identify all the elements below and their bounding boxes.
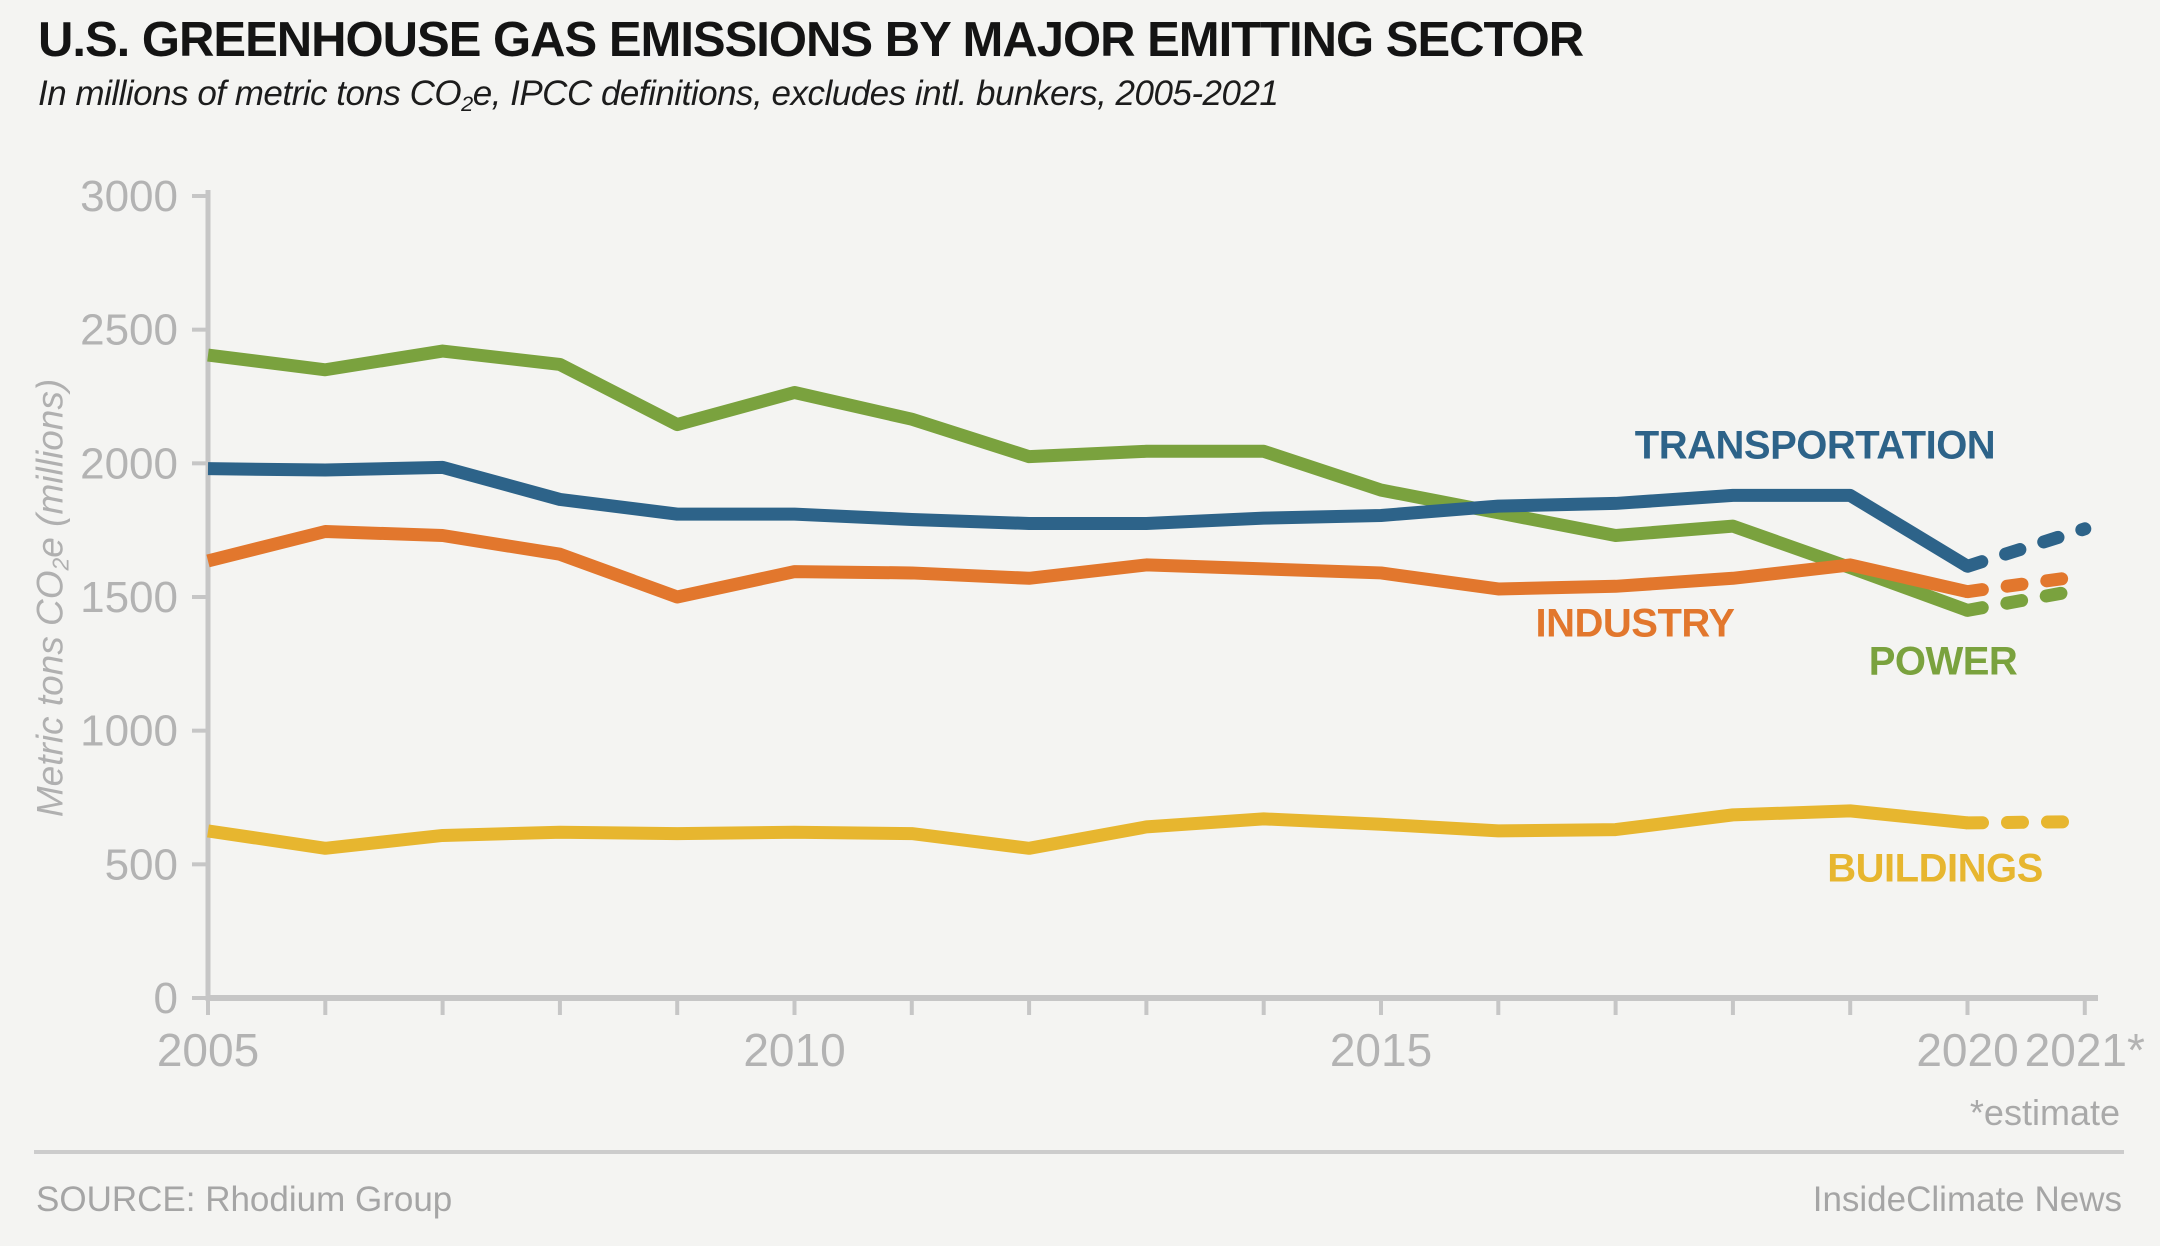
series-label-power: POWER — [1868, 639, 2018, 684]
series-line-buildings — [207, 804, 1969, 855]
series-dashed-segment-buildings — [1961, 815, 2092, 830]
series-label-transportation: TRANSPORTATION — [1634, 423, 1996, 468]
series-dashed-segment-power — [1961, 582, 2092, 617]
y-tick-label: 2000 — [80, 439, 178, 488]
y-tick-label: 1500 — [80, 573, 178, 622]
source-credit: SOURCE: Rhodium Group — [36, 1180, 453, 1219]
estimate-note: *estimate — [1969, 1092, 2120, 1133]
series-dashed-segment-transportation — [1961, 522, 2092, 573]
y-tick-label: 2500 — [80, 306, 178, 355]
chart-subtitle: In millions of metric tons CO2e, IPCC de… — [38, 74, 1279, 117]
x-tick-label: 2020 — [1916, 1024, 2018, 1076]
series-line-transportation — [207, 460, 1971, 572]
y-tick-label: 3000 — [80, 172, 178, 221]
series-dashed-segment-industry — [1961, 569, 2092, 599]
subtitle-text-tail: e, IPCC definitions, excludes intl. bunk… — [472, 74, 1279, 113]
subtitle-text: In millions of metric tons CO — [38, 74, 462, 113]
series-line-industry — [206, 525, 1969, 604]
x-tick-label: 2005 — [157, 1024, 259, 1076]
x-tick-label: 2010 — [743, 1024, 845, 1076]
series-line-power — [207, 344, 1970, 617]
page-title: U.S. GREENHOUSE GAS EMISSIONS BY MAJOR E… — [38, 13, 1584, 67]
y-tick-label: 0 — [154, 974, 178, 1023]
series-label-industry: INDUSTRY — [1535, 601, 1735, 646]
x-tick-label: 2015 — [1330, 1024, 1432, 1076]
footer-divider — [34, 1150, 2124, 1154]
x-tick-label: 2021* — [2025, 1024, 2145, 1076]
y-tick-label: 500 — [105, 840, 178, 889]
series-label-buildings: BUILDINGS — [1827, 846, 2043, 891]
y-tick-label: 1000 — [80, 707, 178, 756]
subtitle-subscript: 2 — [461, 91, 473, 117]
publisher-credit: InsideClimate News — [1812, 1180, 2122, 1219]
